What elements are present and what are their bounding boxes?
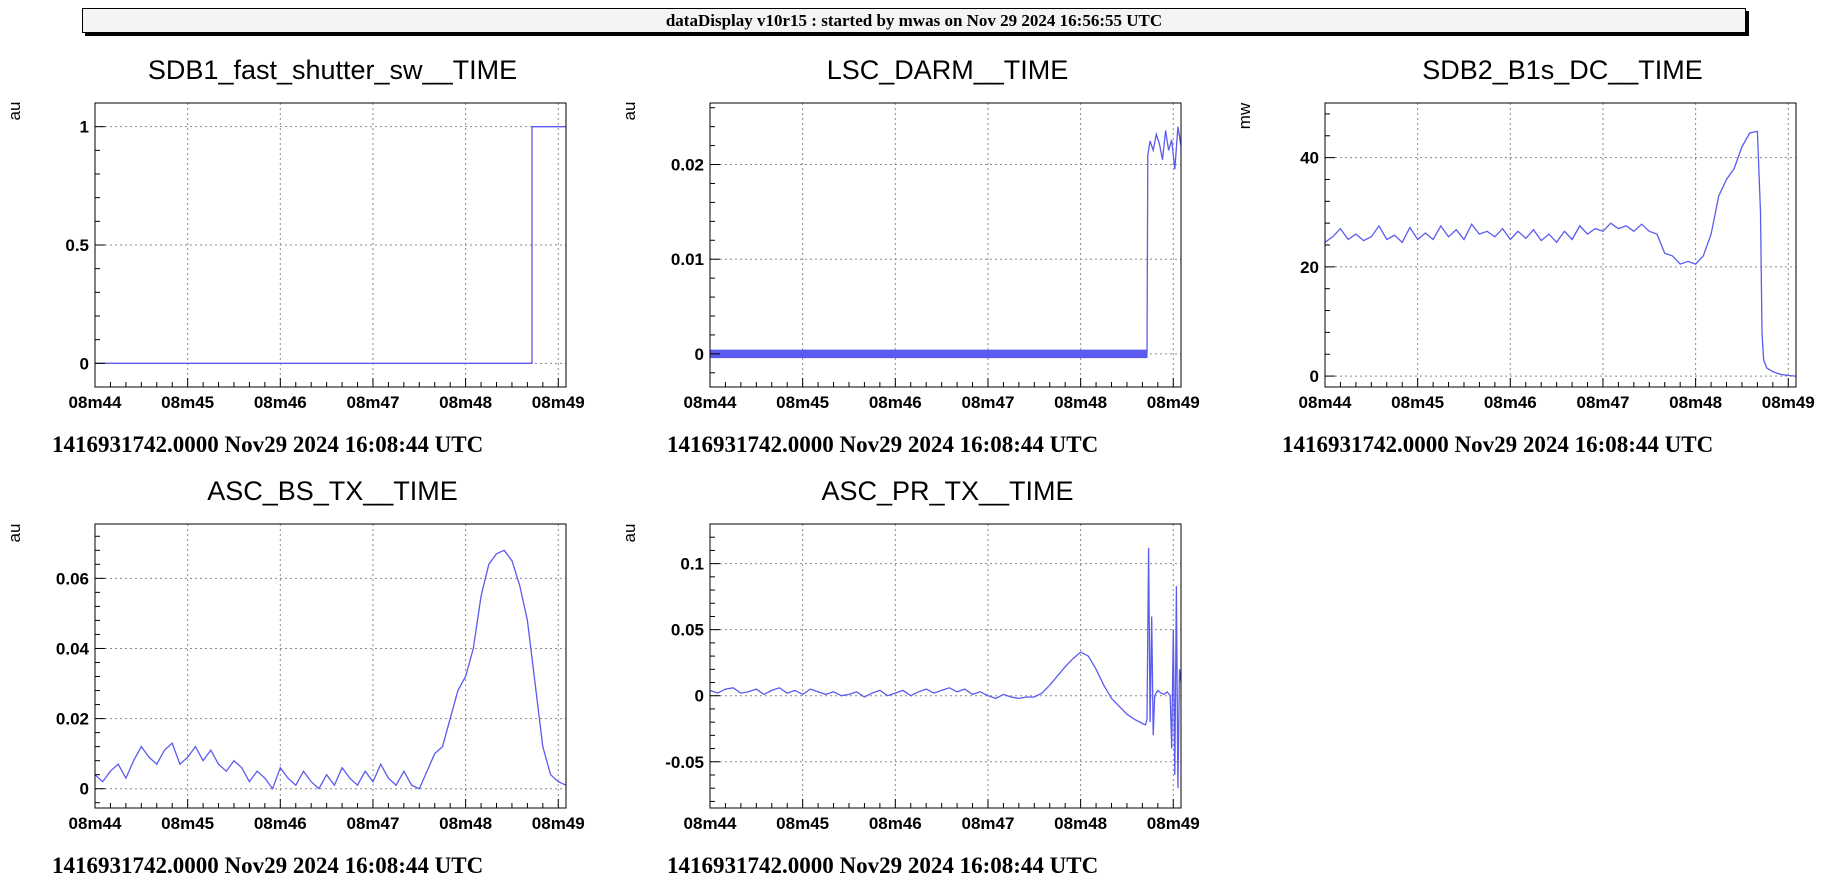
x-tick-label: 08m47 xyxy=(961,393,1014,412)
x-tick-label: 08m49 xyxy=(1762,393,1815,412)
timestamp-footer: 1416931742.0000 Nov29 2024 16:08:44 UTC xyxy=(52,853,483,878)
x-tick-label: 08m47 xyxy=(961,814,1014,833)
y-tick-label: -0.05 xyxy=(665,753,704,772)
y-tick-label: 0.04 xyxy=(56,639,90,658)
timestamp-footer: 1416931742.0000 Nov29 2024 16:08:44 UTC xyxy=(52,432,483,457)
x-tick-label: 08m46 xyxy=(254,393,307,412)
x-tick-label: 08m46 xyxy=(869,393,922,412)
y-tick-label: 40 xyxy=(1300,149,1319,168)
y-tick-label: 0.01 xyxy=(671,250,704,269)
series-line xyxy=(1325,130,1796,377)
x-tick-label: 08m46 xyxy=(869,814,922,833)
chart-title: SDB2_B1s_DC__TIME xyxy=(1422,55,1703,85)
y-axis-label: au xyxy=(620,524,639,543)
series-line xyxy=(95,549,566,791)
x-tick-label: 08m44 xyxy=(69,814,122,833)
y-tick-label: 0.05 xyxy=(671,621,704,640)
x-tick-label: 08m46 xyxy=(1484,393,1537,412)
chart-title: ASC_PR_TX__TIME xyxy=(821,476,1073,506)
y-axis-label: au xyxy=(5,524,24,543)
plot-frame xyxy=(709,523,1182,809)
plot-frame xyxy=(1324,102,1797,388)
chart-panel-3: 08m44 08m45 08m46 08m47 08m48 08m49 0 20 40 SDB2_… xyxy=(1235,55,1815,457)
y-axis-label: au xyxy=(5,102,24,121)
chart-panel-1: 08m44 08m45 08m46 08m47 08m48 08m49 0 0.5 1 SDB1_… xyxy=(5,55,585,457)
x-tick-label: 08m48 xyxy=(1054,814,1107,833)
plot-frame xyxy=(709,102,1182,388)
timestamp-footer: 1416931742.0000 Nov29 2024 16:08:44 UTC xyxy=(667,432,1098,457)
y-axis-label: au xyxy=(620,102,639,121)
x-tick-label: 08m44 xyxy=(684,393,737,412)
timestamp-footer: 1416931742.0000 Nov29 2024 16:08:44 UTC xyxy=(667,853,1098,878)
x-tick-label: 08m48 xyxy=(439,814,492,833)
series-line xyxy=(1146,126,1181,354)
series-line xyxy=(710,547,1181,789)
chart-panel-2: 08m44 08m45 08m46 08m47 08m48 08m49 0 0.01 0.02 L… xyxy=(620,55,1200,457)
y-tick-label: 1 xyxy=(80,118,89,137)
x-tick-label: 08m45 xyxy=(776,814,829,833)
chart-title: LSC_DARM__TIME xyxy=(827,55,1069,85)
x-tick-label: 08m45 xyxy=(161,393,214,412)
chart-panel-5: 08m44 08m45 08m46 08m47 08m48 08m49 -0.05 0 0.05… xyxy=(620,476,1200,878)
x-tick-label: 08m45 xyxy=(161,814,214,833)
y-tick-label: 0 xyxy=(695,345,704,364)
y-tick-label: 0.06 xyxy=(56,569,89,588)
window-title-banner: dataDisplay v10r15 : started by mwas on … xyxy=(82,8,1746,33)
y-axis-label: mw xyxy=(1235,102,1254,129)
x-tick-label: 08m49 xyxy=(1147,393,1200,412)
y-tick-label: 0.1 xyxy=(680,555,704,574)
x-tick-label: 08m47 xyxy=(346,814,399,833)
x-tick-label: 08m46 xyxy=(254,814,307,833)
y-tick-label: 0.5 xyxy=(65,236,89,255)
chart-title: SDB1_fast_shutter_sw__TIME xyxy=(148,55,517,85)
x-tick-label: 08m44 xyxy=(69,393,122,412)
x-tick-label: 08m49 xyxy=(532,814,585,833)
x-tick-label: 08m45 xyxy=(1391,393,1444,412)
x-tick-label: 08m44 xyxy=(1299,393,1352,412)
y-tick-label: 0 xyxy=(80,354,89,373)
x-tick-label: 08m48 xyxy=(1669,393,1722,412)
x-tick-label: 08m49 xyxy=(1147,814,1200,833)
chart-title: ASC_BS_TX__TIME xyxy=(207,476,458,506)
x-tick-label: 08m48 xyxy=(439,393,492,412)
y-tick-label: 0.02 xyxy=(671,156,704,175)
x-tick-label: 08m48 xyxy=(1054,393,1107,412)
plot-frame xyxy=(94,523,567,809)
x-tick-label: 08m49 xyxy=(532,393,585,412)
y-tick-label: 0 xyxy=(80,780,89,799)
x-tick-label: 08m47 xyxy=(346,393,399,412)
y-tick-label: 0.02 xyxy=(56,710,89,729)
x-tick-label: 08m47 xyxy=(1576,393,1629,412)
timestamp-footer: 1416931742.0000 Nov29 2024 16:08:44 UTC xyxy=(1282,432,1713,457)
y-tick-label: 0 xyxy=(1310,367,1319,386)
series-band xyxy=(710,349,1148,359)
y-tick-label: 20 xyxy=(1300,258,1319,277)
x-tick-label: 08m45 xyxy=(776,393,829,412)
chart-panel-4: 08m44 08m45 08m46 08m47 08m48 08m49 0 0.02 0.04 0… xyxy=(5,476,585,878)
series-line xyxy=(95,126,566,364)
y-tick-label: 0 xyxy=(695,687,704,706)
x-tick-label: 08m44 xyxy=(684,814,737,833)
